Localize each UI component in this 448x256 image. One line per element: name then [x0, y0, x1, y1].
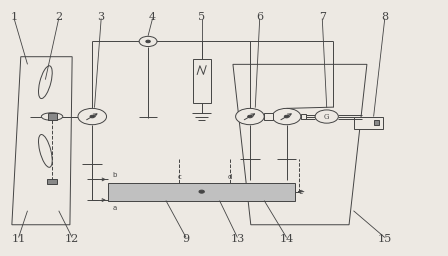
Circle shape [236, 108, 264, 125]
Text: 14: 14 [280, 234, 293, 244]
Circle shape [272, 108, 301, 125]
Text: 1: 1 [11, 12, 17, 22]
Text: 5: 5 [198, 12, 205, 22]
Circle shape [315, 110, 338, 123]
Text: b: b [112, 172, 117, 178]
Text: G: G [324, 113, 329, 121]
Bar [264, 113, 273, 120]
Text: c: c [177, 174, 181, 180]
Text: 7: 7 [319, 12, 326, 22]
Bar [353, 116, 383, 129]
Bar [108, 183, 296, 200]
Text: 8: 8 [381, 12, 388, 22]
Text: 9: 9 [182, 234, 190, 244]
Ellipse shape [39, 66, 52, 99]
Polygon shape [12, 57, 72, 225]
Polygon shape [233, 64, 367, 225]
Bar [193, 59, 211, 103]
Text: d: d [228, 174, 232, 180]
Text: 13: 13 [230, 234, 245, 244]
Circle shape [90, 115, 95, 118]
Ellipse shape [41, 113, 63, 120]
Text: 12: 12 [65, 234, 79, 244]
Text: 6: 6 [256, 12, 263, 22]
Circle shape [78, 108, 107, 125]
Bar [301, 114, 306, 119]
Circle shape [139, 36, 157, 47]
Text: 2: 2 [55, 12, 62, 22]
Bar [374, 120, 379, 125]
Ellipse shape [39, 134, 52, 167]
Text: e: e [299, 189, 303, 195]
Circle shape [146, 40, 151, 43]
Text: 11: 11 [12, 234, 26, 244]
Text: 4: 4 [149, 12, 156, 22]
Circle shape [199, 190, 204, 193]
Circle shape [248, 115, 252, 118]
Text: 3: 3 [98, 12, 105, 22]
Circle shape [284, 115, 289, 118]
Bar [47, 113, 56, 120]
Text: a: a [112, 205, 116, 211]
Text: 15: 15 [378, 234, 392, 244]
Bar [47, 179, 57, 184]
